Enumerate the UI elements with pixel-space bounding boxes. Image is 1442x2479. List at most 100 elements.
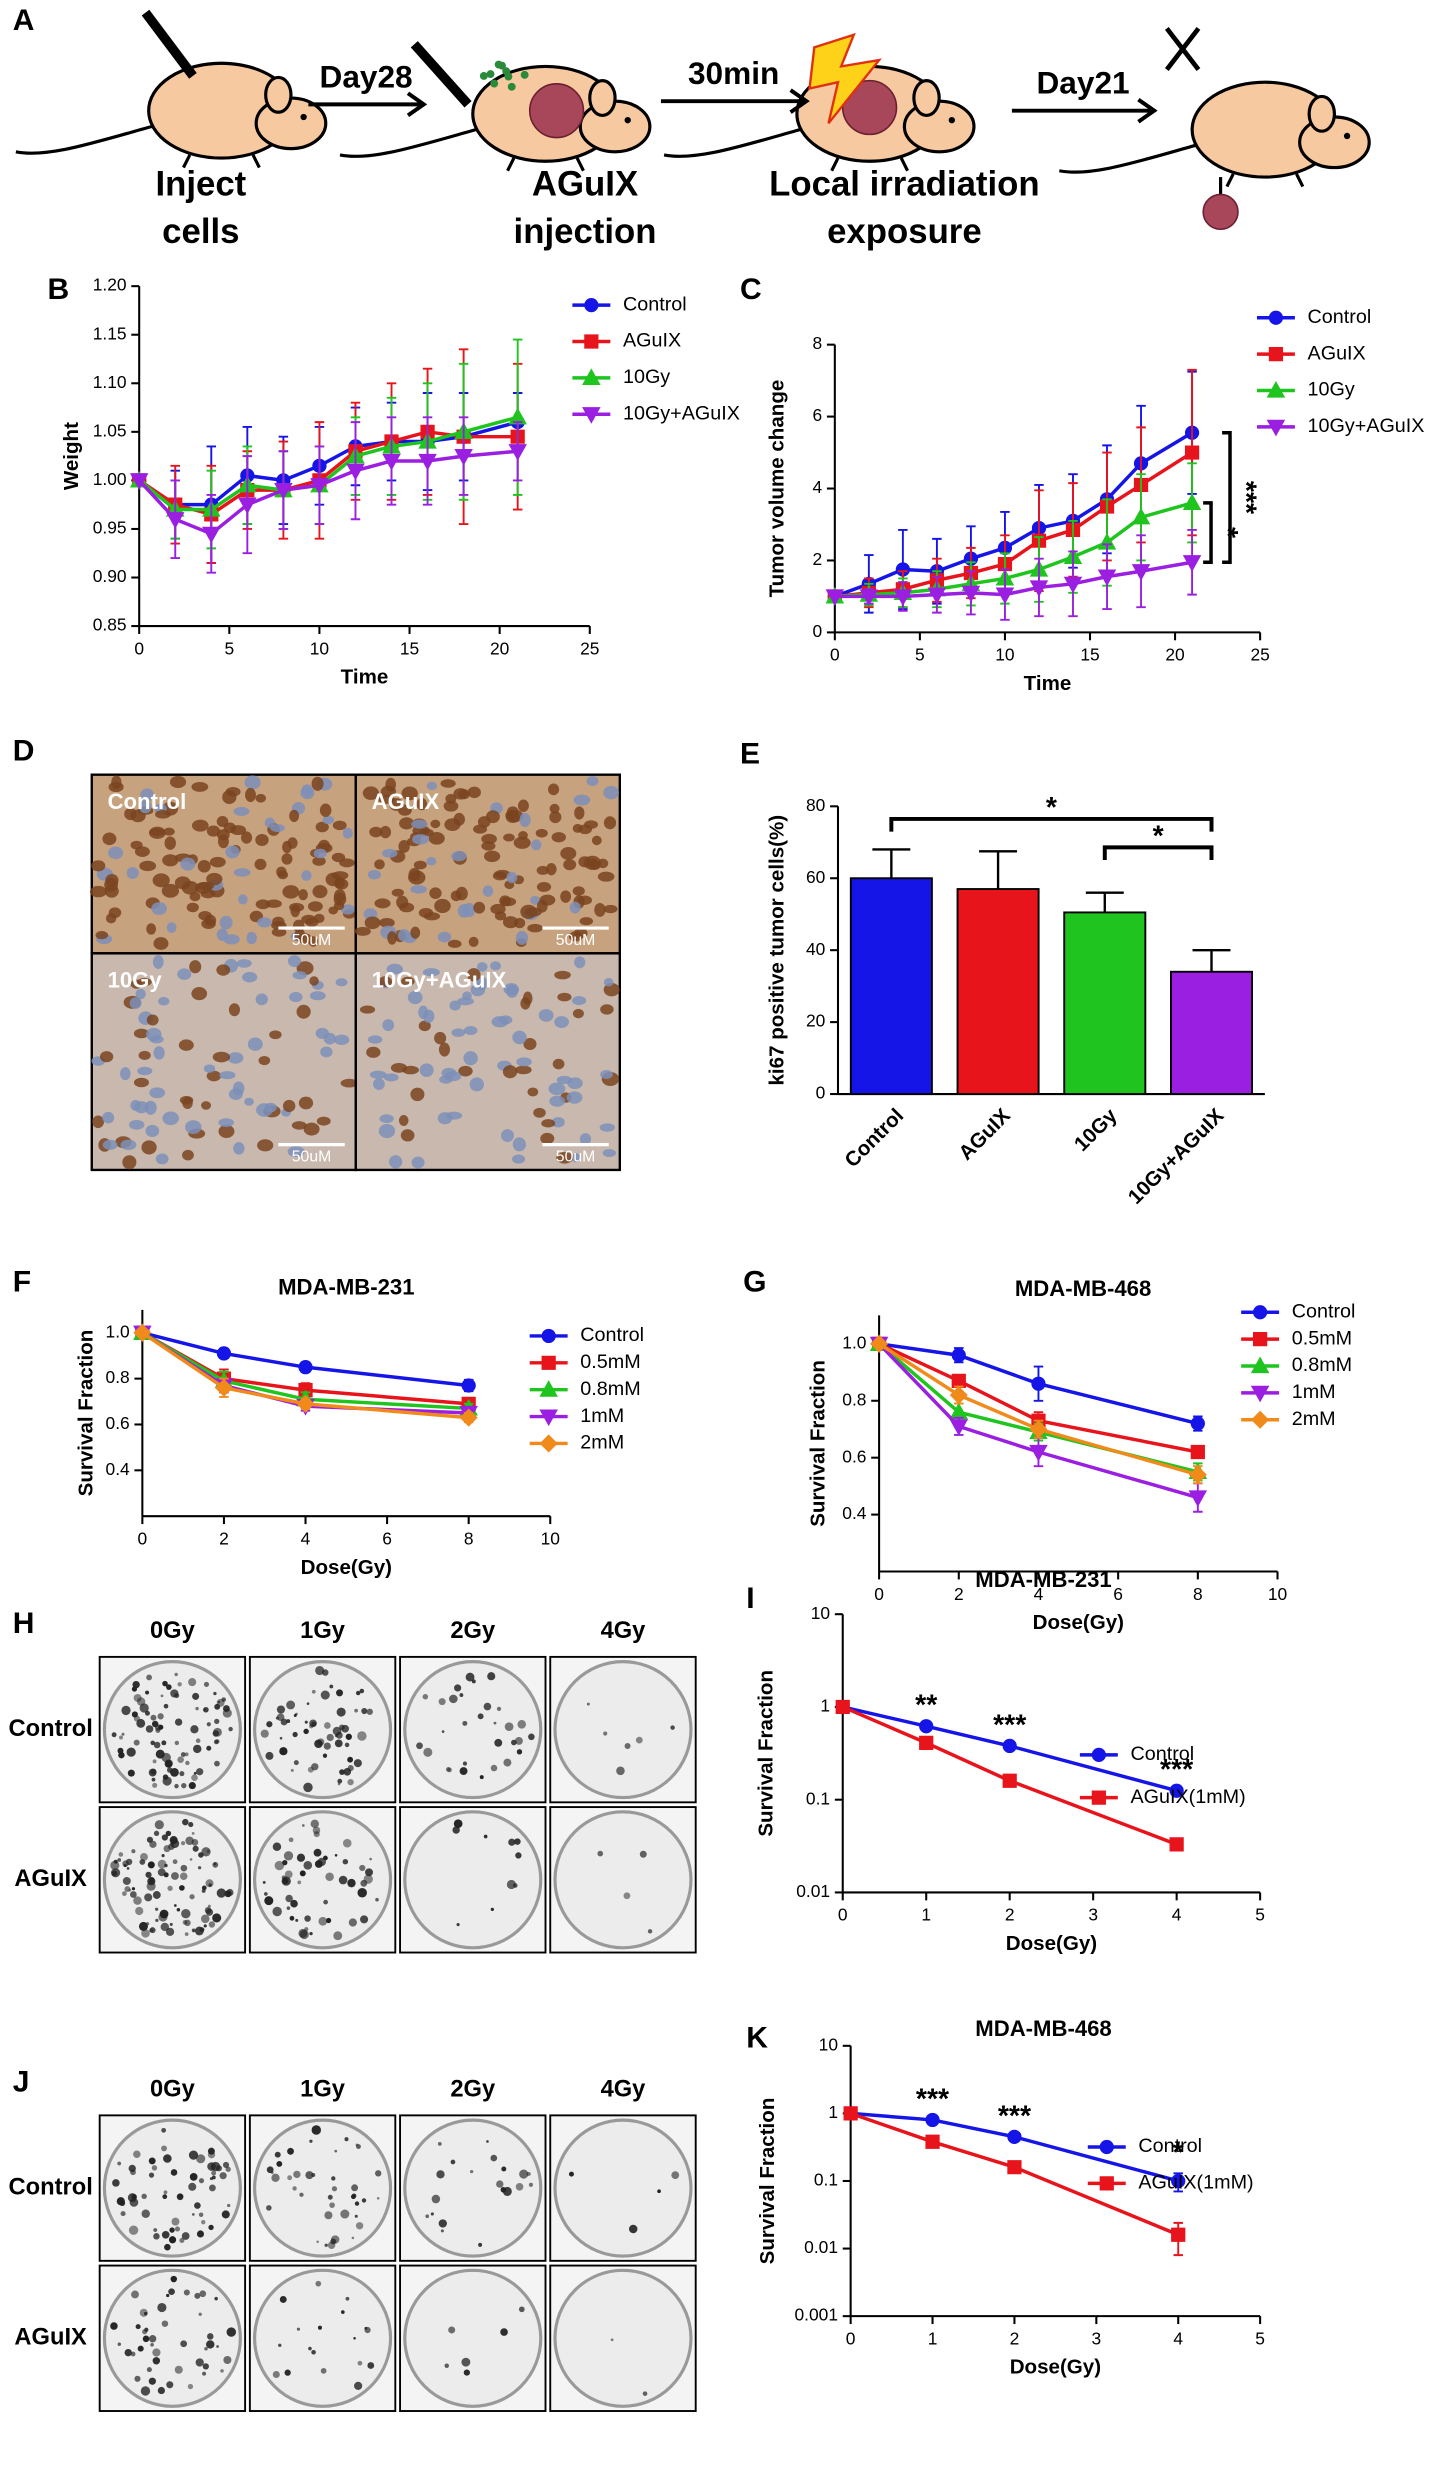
cell-nucleus — [599, 1123, 615, 1132]
colony — [303, 1782, 313, 1793]
y-tick-label: 1 — [828, 2102, 838, 2122]
cell-nucleus — [453, 788, 468, 800]
x-tick-label: 6 — [382, 1528, 392, 1548]
cell-nucleus — [137, 1066, 153, 1076]
data-point — [1007, 2160, 1022, 2175]
colony — [225, 2166, 231, 2172]
colony — [169, 2227, 175, 2233]
cell-nucleus — [354, 926, 371, 936]
y-tick-label: 0.90 — [93, 566, 127, 586]
cell-nucleus — [312, 856, 326, 866]
legend-marker — [582, 368, 601, 385]
colony — [149, 1928, 154, 1933]
cell-nucleus — [519, 812, 531, 828]
cell-nucleus — [182, 1149, 194, 1161]
colony — [170, 1689, 179, 1698]
cell-nucleus — [434, 1031, 447, 1045]
colony — [143, 2311, 148, 2316]
nanoparticle — [507, 82, 516, 91]
cell-nucleus — [502, 1065, 518, 1079]
cell-nucleus — [102, 1111, 115, 1124]
colony — [121, 1705, 131, 1716]
colony — [157, 2302, 167, 2313]
cell-nucleus — [426, 857, 437, 866]
colony — [194, 1926, 204, 1936]
interval-label: Day21 — [1036, 65, 1129, 101]
cell-nucleus — [441, 1067, 457, 1078]
tumor — [841, 79, 898, 136]
colony — [206, 2340, 215, 2349]
colony — [463, 2369, 470, 2376]
colony — [195, 1738, 201, 1744]
cell-nucleus — [445, 793, 457, 804]
legend-label: 1mM — [1292, 1381, 1336, 1403]
colony — [170, 2275, 178, 2283]
cell-nucleus — [379, 917, 395, 928]
cell-nucleus — [189, 960, 202, 974]
cell-nucleus — [382, 1019, 395, 1032]
cell-nucleus — [401, 786, 418, 801]
series-line — [138, 430, 518, 517]
colony — [171, 1872, 179, 1880]
colony — [301, 1824, 305, 1827]
colony — [288, 1837, 294, 1843]
colony — [272, 1842, 282, 1852]
data-point — [129, 473, 149, 490]
cell-nucleus — [291, 1121, 307, 1130]
colony — [171, 2217, 180, 2226]
x-axis-label: Time — [1024, 672, 1072, 695]
colony — [516, 1749, 523, 1755]
cell-nucleus — [506, 871, 518, 884]
colony — [282, 1860, 288, 1866]
colony — [146, 1674, 153, 1681]
data-point — [895, 562, 910, 577]
colony — [496, 1706, 502, 1712]
colony — [145, 1871, 152, 1878]
panel-letter: H — [13, 1607, 35, 1640]
cell-nucleus — [531, 839, 542, 851]
cell-nucleus — [554, 970, 571, 980]
dose-label: 0Gy — [150, 1618, 196, 1644]
colony — [174, 1718, 183, 1726]
colony — [181, 1908, 191, 1919]
dose-label: 0Gy — [150, 2076, 196, 2102]
colony — [351, 2193, 357, 2199]
data-point — [1171, 2227, 1186, 2242]
cell-nucleus — [419, 1063, 434, 1077]
colony — [134, 1713, 138, 1717]
legend-marker — [539, 1380, 558, 1397]
mouse-eye — [300, 113, 307, 121]
cell-nucleus — [399, 902, 415, 913]
cell-nucleus — [457, 997, 474, 1006]
cell-nucleus — [577, 895, 593, 905]
cell-nucleus — [411, 819, 428, 829]
colony — [184, 1932, 189, 1936]
data-point — [925, 2112, 940, 2128]
colony — [287, 2147, 294, 2155]
cell-nucleus — [515, 930, 529, 945]
cell-nucleus — [579, 917, 594, 926]
cell-nucleus — [571, 1153, 581, 1163]
colony — [141, 1929, 150, 1938]
colony — [152, 2348, 161, 2357]
x-tick-label: 5 — [224, 638, 234, 658]
legend-marker — [1091, 1790, 1106, 1805]
interval-label: 30min — [688, 55, 779, 91]
y-tick-label: 0 — [813, 621, 823, 641]
colony — [222, 2161, 230, 2168]
cell-nucleus — [548, 1082, 566, 1096]
cell-nucleus — [95, 930, 109, 940]
colony — [146, 1836, 154, 1843]
colony — [357, 1731, 367, 1741]
cell-nucleus — [398, 839, 410, 853]
colony — [208, 1921, 216, 1928]
cell-nucleus — [453, 812, 465, 826]
y-tick-label: 0.001 — [795, 2305, 838, 2325]
colony — [438, 1698, 446, 1706]
legend-label: 10Gy+AGuIX — [1308, 415, 1425, 437]
x-tick-label: 15 — [400, 638, 419, 658]
colony — [158, 1912, 168, 1922]
data-point — [459, 1408, 478, 1427]
colony — [162, 2194, 168, 2200]
colony — [303, 1728, 309, 1735]
